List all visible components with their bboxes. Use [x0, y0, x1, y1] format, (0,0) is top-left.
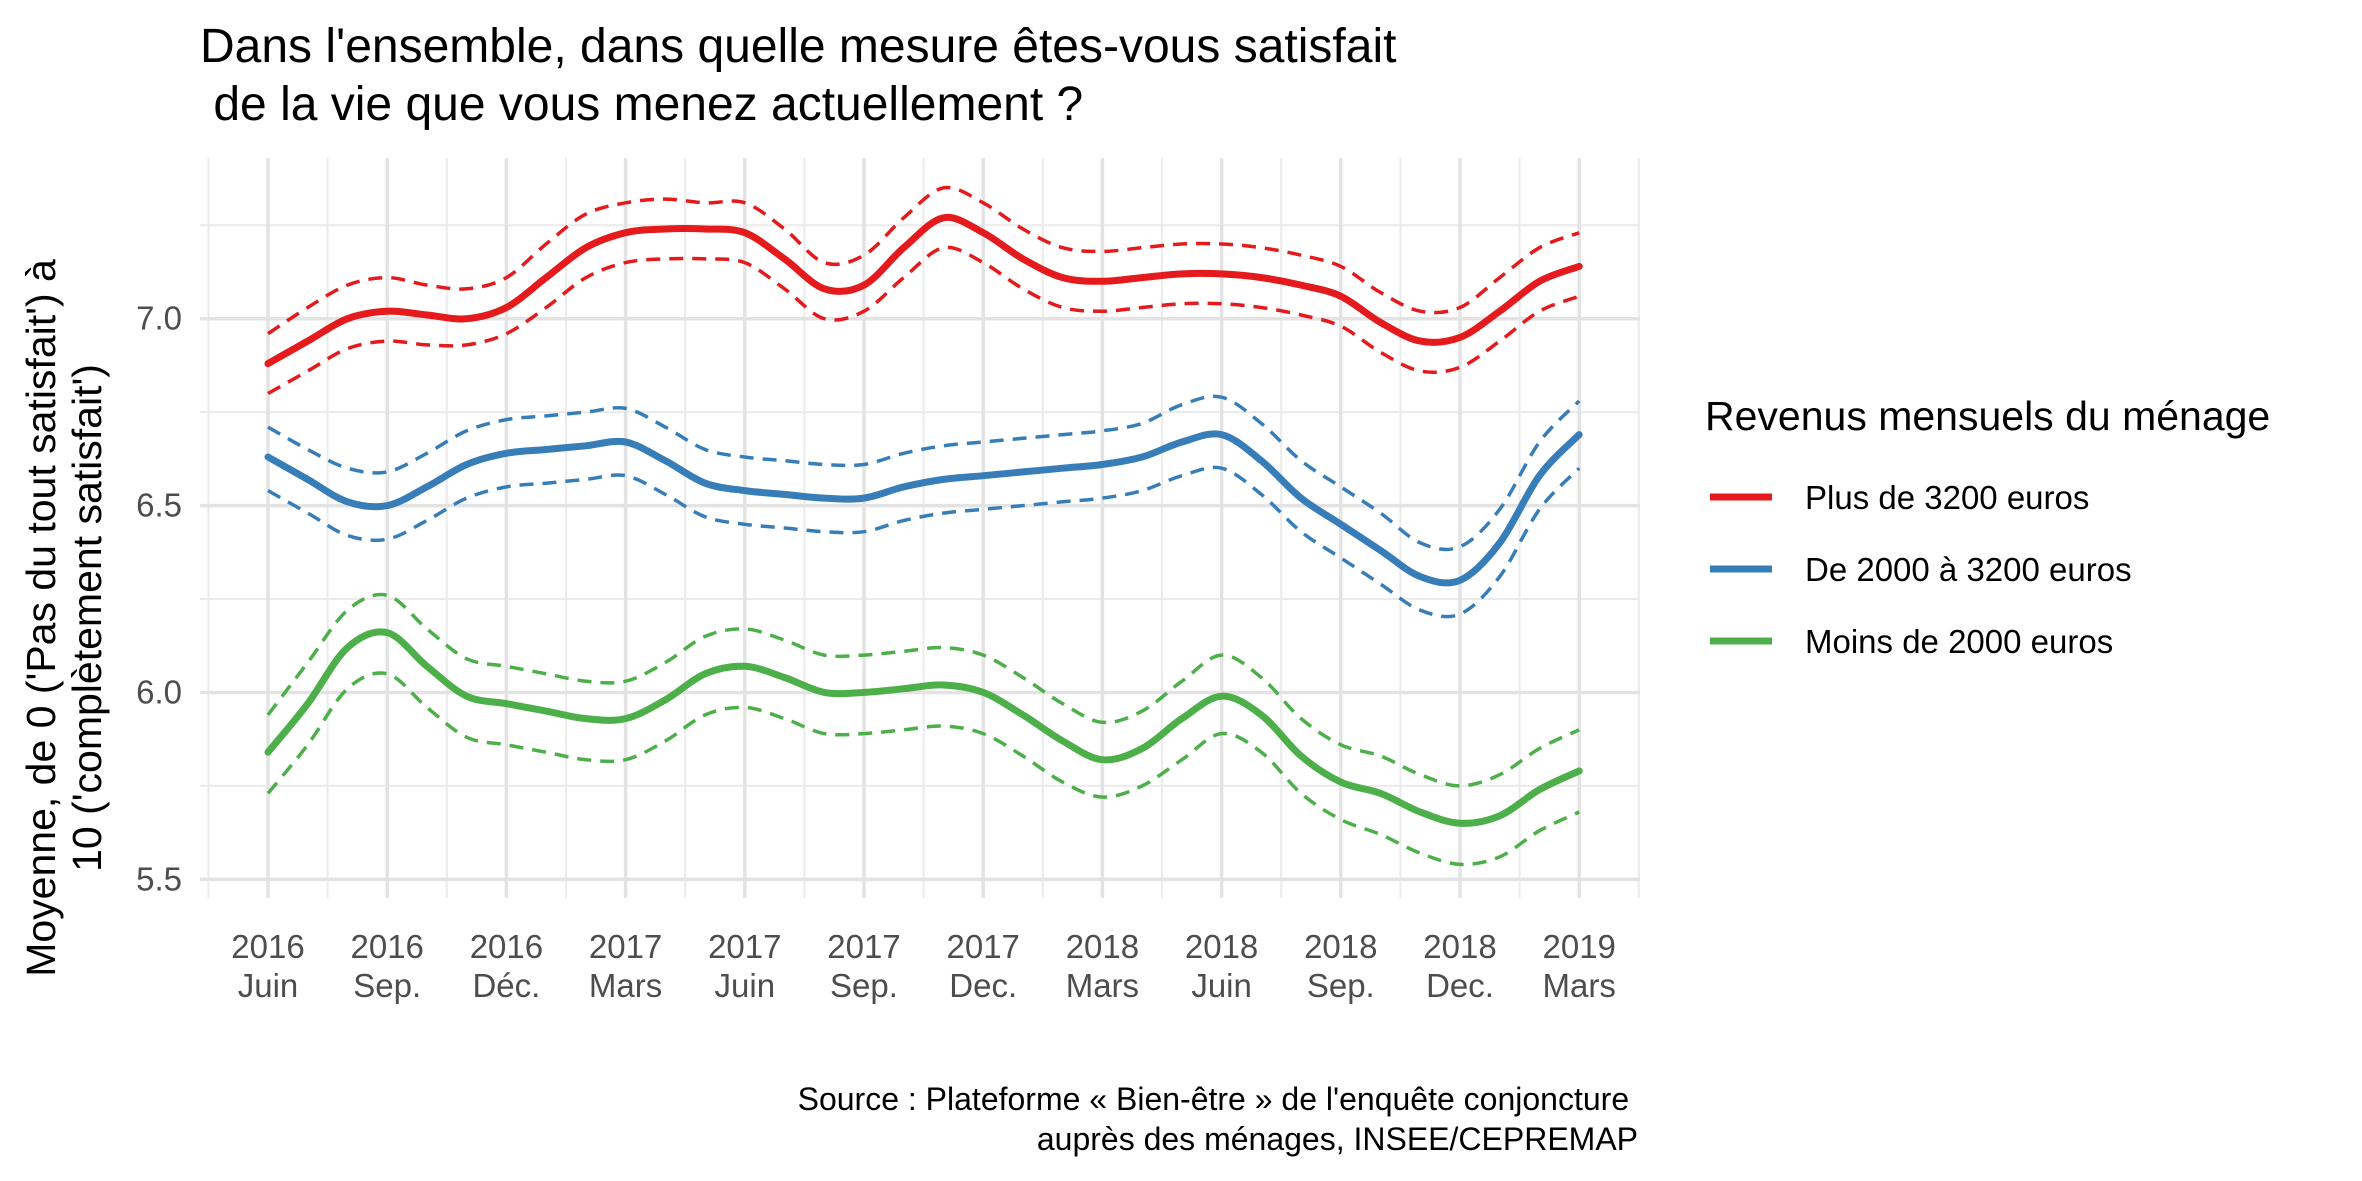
caption: Source : Plateforme « Bien-être » de l'e… [798, 1081, 1638, 1157]
x-tick-month: Sep. [353, 967, 421, 1004]
x-tick-year: 2017 [827, 928, 900, 965]
confidence-bands [266, 185, 1581, 867]
legend-items: Plus de 3200 euros De 2000 à 3200 euros Mo… [1710, 479, 2132, 660]
chart-title-line-2: de la vie que vous menez actuellement ? [200, 78, 1083, 131]
x-tick-month: Mars [589, 967, 662, 1004]
series-lines [264, 213, 1583, 827]
x-tick-month: Juin [715, 967, 776, 1004]
y-axis-label-line-2: 10 ('complètement satisfait') [64, 364, 110, 872]
legend-title: Revenus mensuels du ménage [1705, 393, 2270, 439]
x-tick-year: 2019 [1542, 928, 1615, 965]
x-tick-year: 2016 [350, 928, 423, 965]
x-tick-month: Juin [238, 967, 299, 1004]
x-tick-month: Déc. [472, 967, 540, 1004]
plot-area [200, 158, 1640, 898]
y-tick-label: 6.5 [136, 487, 182, 524]
x-tick-year: 2017 [589, 928, 662, 965]
x-tick-year: 2016 [470, 928, 543, 965]
x-tick-year: 2018 [1185, 928, 1258, 965]
x-tick-year: 2017 [946, 928, 1019, 965]
legend: Revenus mensuels du ménage Plus de 3200 … [1705, 393, 2270, 660]
chart-title-line-1: Dans l'ensemble, dans quelle mesure êtes… [200, 20, 1396, 73]
x-tick-month: Dec. [1426, 967, 1494, 1004]
x-tick-month: Mars [1066, 967, 1139, 1004]
x-tick-month: Juin [1191, 967, 1252, 1004]
x-tick-year: 2017 [708, 928, 781, 965]
chart-title: Dans l'ensemble, dans quelle mesure êtes… [200, 20, 1396, 131]
x-tick-year: 2018 [1304, 928, 1377, 965]
y-axis-ticks: 5.5 6.0 6.5 7.0 [136, 300, 182, 898]
mid-income-lower-bound-line [267, 465, 1581, 619]
legend-item: De 2000 à 3200 euros [1710, 551, 2132, 588]
high-income-mean-line [264, 213, 1583, 368]
legend-label: De 2000 à 3200 euros [1805, 551, 2132, 588]
legend-label: Moins de 2000 euros [1805, 623, 2113, 660]
x-tick-year: 2018 [1066, 928, 1139, 965]
y-axis-label: Moyenne, de 0 ('Pas du tout satisfait') … [18, 259, 110, 977]
x-tick-year: 2018 [1423, 928, 1496, 965]
low-income-mean-line [264, 628, 1583, 827]
legend-item: Plus de 3200 euros [1710, 479, 2089, 516]
y-tick-label: 7.0 [136, 300, 182, 337]
mid-income-mean-line [264, 430, 1583, 587]
high-income-lower-bound-line [267, 245, 1580, 396]
x-axis-ticks: 2016Juin2016Sep.2016Déc.2017Mars2017Juin… [231, 928, 1616, 1004]
y-tick-label: 6.0 [136, 673, 182, 710]
y-axis-label-line-1: Moyenne, de 0 ('Pas du tout satisfait') … [18, 259, 64, 977]
high-income-upper-bound-line [267, 185, 1580, 336]
y-tick-label: 5.5 [136, 860, 182, 897]
caption-line-2: auprès des ménages, INSEE/CEPREMAP [1037, 1121, 1638, 1157]
x-tick-year: 2016 [231, 928, 304, 965]
mid-income-upper-bound-line [267, 394, 1581, 552]
x-tick-month: Sep. [830, 967, 898, 1004]
x-tick-month: Mars [1543, 967, 1616, 1004]
x-tick-month: Dec. [949, 967, 1017, 1004]
legend-label: Plus de 3200 euros [1805, 479, 2089, 516]
legend-item: Moins de 2000 euros [1710, 623, 2113, 660]
x-tick-month: Sep. [1307, 967, 1375, 1004]
caption-line-1: Source : Plateforme « Bien-être » de l'e… [798, 1081, 1638, 1117]
